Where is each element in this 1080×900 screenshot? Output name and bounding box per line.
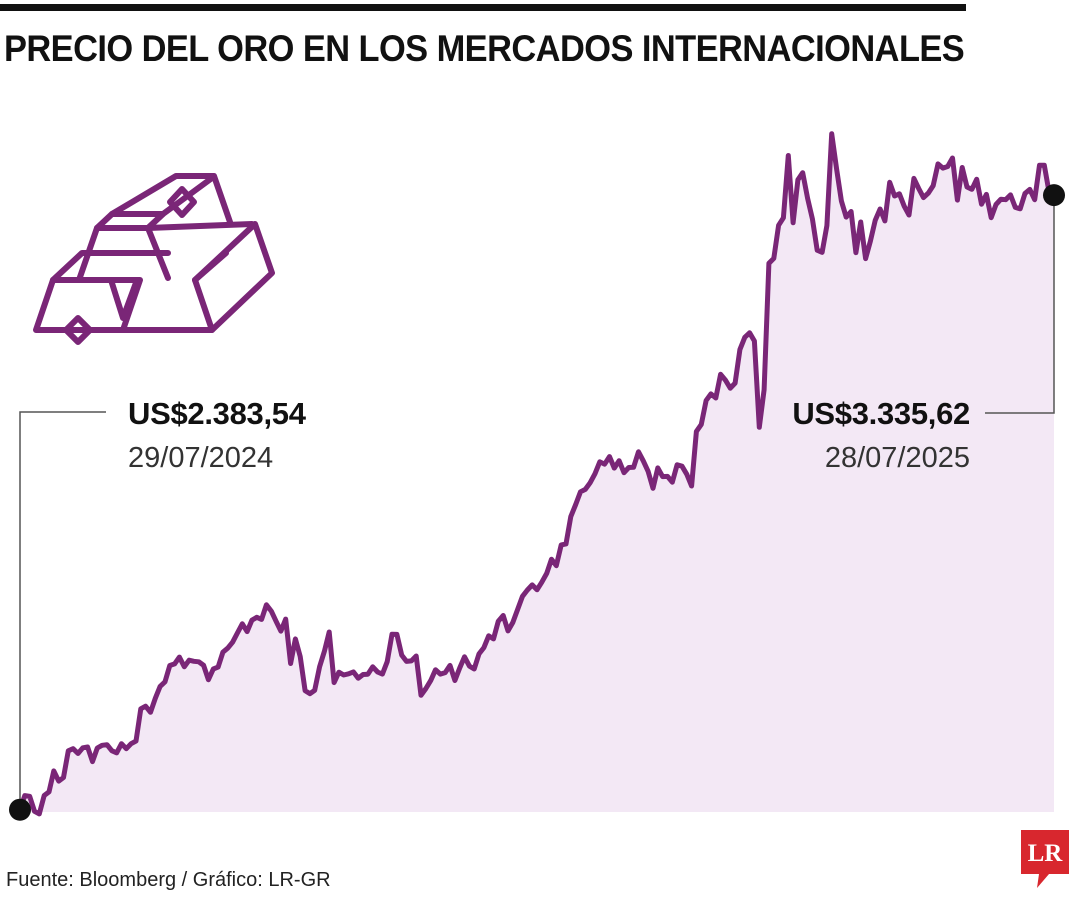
svg-text:LR: LR <box>1028 840 1064 867</box>
end-leader-line <box>985 193 1055 414</box>
start-value-label: US$2.383,54 <box>128 396 306 431</box>
start-point-marker <box>9 798 31 821</box>
end-date-label: 28/07/2025 <box>824 442 970 474</box>
chart-title: PRECIO DEL ORO EN LOS MERCADOS INTERNACI… <box>4 28 965 69</box>
start-date-label: 29/07/2024 <box>128 442 274 474</box>
start-leader-line <box>19 411 106 812</box>
end-point-marker <box>1043 184 1065 207</box>
lr-logo: LR <box>1021 830 1069 888</box>
end-value-label: US$3.335,62 <box>792 396 970 431</box>
top-rule <box>0 4 966 11</box>
gold-bars-icon <box>33 173 275 345</box>
price-area <box>20 133 1054 814</box>
price-line <box>17 131 1057 817</box>
source-credit: Fuente: Bloomberg / Gráfico: LR-GR <box>6 869 331 891</box>
